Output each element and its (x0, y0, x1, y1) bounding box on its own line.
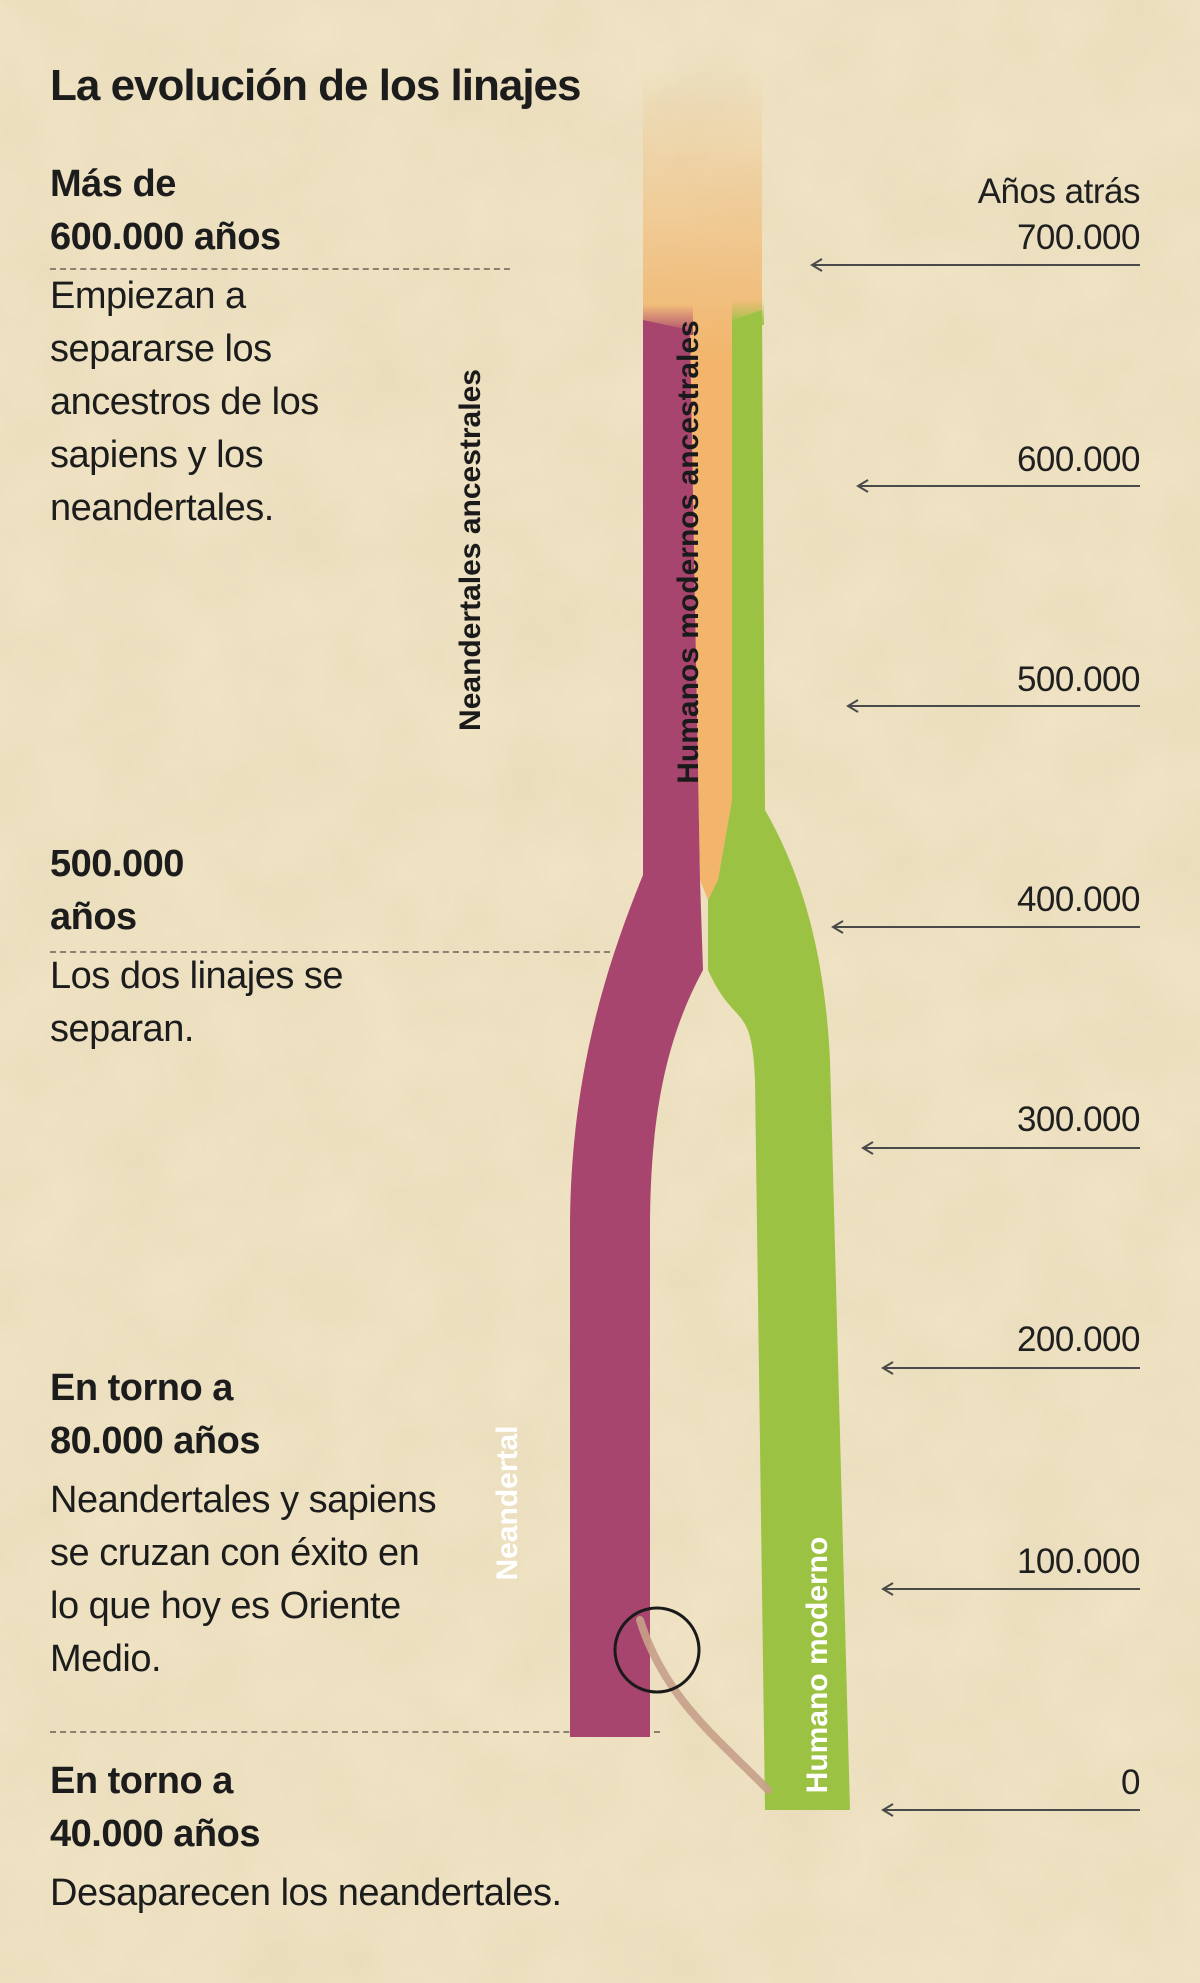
event-heading: Más de (50, 163, 176, 205)
event-neanderthal-extinction: En torno a 40.000 años Desaparecen los n… (50, 1755, 562, 1920)
divider-line (50, 268, 510, 270)
modern-fade (732, 300, 764, 325)
event-heading: años (50, 896, 137, 938)
event-heading: En torno a (50, 1760, 233, 1802)
time-axis (810, 258, 1140, 1817)
event-heading: 80.000 años (50, 1420, 260, 1462)
tick-label: 700.000 (1016, 218, 1141, 257)
interbreeding-circle-icon (613, 1606, 701, 1694)
label-modern-ancestral: Humanos modernos ancestrales (672, 320, 705, 784)
common-ancestor-trunk (643, 70, 762, 900)
event-text: ancestros de los (50, 381, 319, 423)
tick-label: 0 (1121, 1763, 1140, 1802)
event-text: sapiens y los (50, 434, 264, 476)
event-lineages-separate: 500.000 años Los dos linajes se separan. (50, 838, 344, 1056)
label-neanderthal: Neandertal (491, 1425, 524, 1581)
modern-human-branch (708, 310, 850, 1810)
tick-label: 100.000 (1016, 1542, 1141, 1581)
axis-title: Años atrás (977, 172, 1141, 211)
event-heading: En torno a (50, 1367, 233, 1409)
event-heading: 500.000 (50, 843, 184, 885)
neanderthal-branch (570, 320, 703, 1737)
tick-label: 500.000 (1016, 660, 1141, 699)
event-text: separan. (50, 1008, 194, 1050)
event-text: Empiezan a (50, 275, 246, 317)
event-text: Los dos linajes se (50, 955, 344, 997)
event-interbreeding: En torno a 80.000 años Neandertales y sa… (50, 1362, 437, 1686)
diagram-title: La evolución de los linajes (50, 61, 581, 110)
event-text: lo que hoy es Oriente (50, 1585, 401, 1627)
divider-line (50, 951, 610, 953)
event-text: separarse los (50, 328, 272, 370)
tick-label: 300.000 (1016, 1100, 1141, 1139)
event-text: Desaparecen los neandertales. (50, 1872, 562, 1914)
event-text: Neandertales y sapiens (50, 1479, 437, 1521)
neanderthal-fade (643, 305, 693, 335)
event-split-start: Más de 600.000 años Empiezan a separarse… (50, 158, 319, 535)
tick-label: 200.000 (1016, 1320, 1141, 1359)
label-neanderthal-ancestral: Neandertales ancestrales (454, 369, 487, 731)
tick-label: 400.000 (1016, 880, 1141, 919)
divider-line (50, 1731, 660, 1733)
event-text: Medio. (50, 1638, 162, 1680)
event-heading: 600.000 años (50, 216, 281, 258)
event-heading: 40.000 años (50, 1813, 260, 1855)
event-text: neandertales. (50, 487, 274, 529)
label-modern-human: Humano moderno (801, 1536, 834, 1794)
tick-label: 600.000 (1016, 440, 1141, 479)
event-text: se cruzan con éxito en (50, 1532, 420, 1574)
interbreeding-link (636, 1616, 772, 1794)
